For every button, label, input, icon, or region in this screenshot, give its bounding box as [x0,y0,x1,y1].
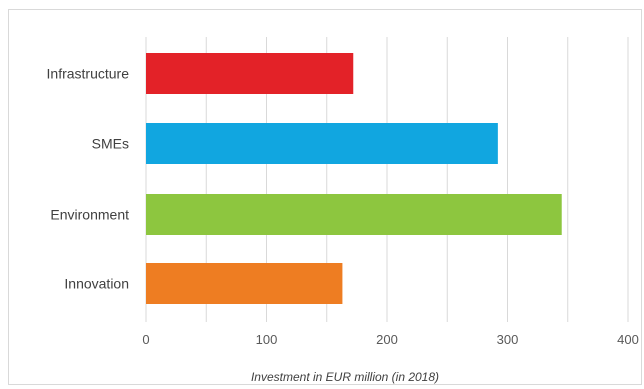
x-tick-label: 300 [497,332,519,347]
x-tick-labels: 0 100 200 300 400 [142,332,638,347]
bar-environment [146,194,562,235]
x-tick-label: 0 [142,332,149,347]
x-tick-label: 400 [617,332,639,347]
category-label: SMEs [92,136,129,152]
x-axis-title: Investment in EUR million (in 2018) [251,370,439,384]
bars [146,53,562,304]
category-label: Environment [50,207,129,223]
x-tick-label: 200 [376,332,398,347]
category-labels: Infrastructure SMEs Environment Innovation [47,66,130,292]
bar-smes [146,123,498,164]
x-tick-label: 100 [256,332,278,347]
category-label: Infrastructure [47,66,130,82]
bar-innovation [146,263,343,304]
bar-infrastructure [146,53,354,94]
category-label: Innovation [64,276,129,292]
